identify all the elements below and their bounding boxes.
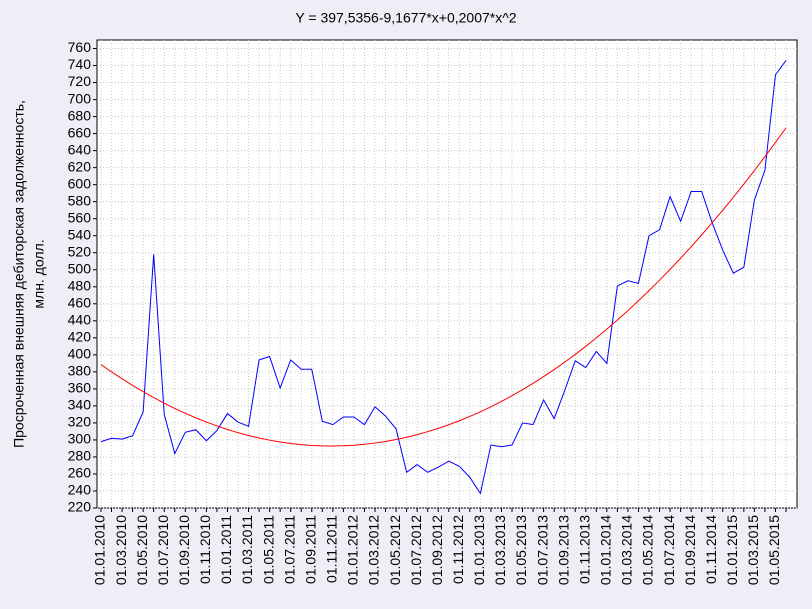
x-tick-label: 01.03.2015 [745,515,761,585]
x-tick-label: 01.01.2012 [345,515,361,585]
series-line [100,60,787,495]
x-tick-label: 01.07.2013 [534,515,550,585]
x-tick-label: 01.03.2013 [492,515,508,585]
x-tick-label: 01.01.2010 [92,515,108,585]
x-tick-label: 01.05.2010 [134,515,150,585]
x-tick-label: 01.07.2011 [281,515,297,584]
y-tick-label: 380 [68,363,92,379]
y-tick-label: 580 [68,192,92,208]
y-tick-label: 560 [68,209,92,225]
x-tick-label: 01.01.2013 [471,515,487,585]
x-tick-label: 01.03.2014 [619,515,635,585]
y-tick-label: 480 [68,277,92,293]
x-tick-label: 01.07.2010 [155,515,171,585]
y-axis-label: млн. долл. [31,239,47,308]
x-tick-label: 01.05.2013 [513,515,529,585]
y-tick-label: 680 [68,107,92,123]
x-tick-label: 01.03.2010 [113,515,129,585]
x-tick-label: 01.09.2012 [429,515,445,585]
x-tick-label: 01.05.2011 [260,515,276,584]
x-tick-label: 01.11.2013 [576,515,592,584]
y-tick-label: 300 [68,431,92,447]
y-tick-label: 240 [68,482,92,498]
x-tick-label: 01.01.2015 [724,515,740,585]
x-tick-label: 01.09.2014 [682,515,698,585]
x-tick-label: 01.05.2015 [766,515,782,585]
y-axis-label: Просроченная внешняя дебиторская задолже… [11,100,27,448]
y-tick-label: 620 [68,158,92,174]
y-tick-label: 440 [68,312,92,328]
x-tick-label: 01.11.2010 [197,515,213,584]
y-tick-label: 760 [68,39,92,55]
x-tick-label: 01.11.2014 [703,515,719,584]
y-tick-label: 320 [68,414,92,430]
x-tick-label: 01.01.2011 [218,515,234,584]
x-tick-label: 01.03.2011 [239,515,255,584]
y-tick-label: 720 [68,73,92,89]
y-tick-label: 520 [68,243,92,259]
x-tick-label: 01.01.2014 [598,515,614,585]
y-tick-label: 420 [68,329,92,345]
x-tick-label: 01.09.2010 [176,515,192,585]
x-tick-label: 01.05.2014 [640,515,656,585]
y-tick-label: 700 [68,90,92,106]
y-tick-label: 600 [68,175,92,191]
chart-title: Y = 397,5356-9,1677*x+0,2007*x^2 [295,10,516,26]
y-tick-label: 360 [68,380,92,396]
x-tick-label: 01.09.2013 [555,515,571,585]
x-tick-label: 01.09.2011 [302,515,318,584]
y-tick-label: 400 [68,346,92,362]
x-tick-label: 01.07.2012 [408,515,424,585]
y-tick-label: 500 [68,260,92,276]
y-tick-label: 340 [68,397,92,413]
series-line [100,127,787,447]
x-tick-label: 01.05.2012 [387,515,403,585]
x-tick-label: 01.07.2014 [661,515,677,585]
y-tick-label: 740 [68,56,92,72]
x-tick-label: 01.03.2012 [366,515,382,585]
x-tick-label: 01.11.2012 [450,515,466,584]
y-tick-label: 540 [68,226,92,242]
x-tick-label: 01.11.2011 [324,515,340,583]
y-tick-label: 260 [68,465,92,481]
y-tick-label: 280 [68,448,92,464]
plot-area [96,39,798,509]
y-tick-label: 220 [68,499,92,515]
y-tick-label: 460 [68,294,92,310]
y-tick-label: 640 [68,141,92,157]
y-tick-label: 660 [68,124,92,140]
